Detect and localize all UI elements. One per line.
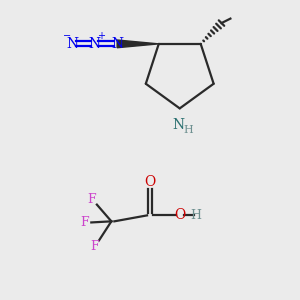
Text: −: − [63,32,71,41]
Text: F: F [91,240,99,253]
Text: N: N [67,37,79,51]
Text: H: H [190,209,202,222]
Text: +: + [98,32,105,41]
Text: F: F [88,193,96,206]
Polygon shape [117,40,159,48]
Text: N: N [111,37,123,51]
Text: F: F [80,216,89,229]
Text: H: H [183,125,193,135]
Text: O: O [144,175,156,189]
Text: N: N [172,118,184,132]
Text: N: N [89,37,101,51]
Text: O: O [174,208,185,222]
